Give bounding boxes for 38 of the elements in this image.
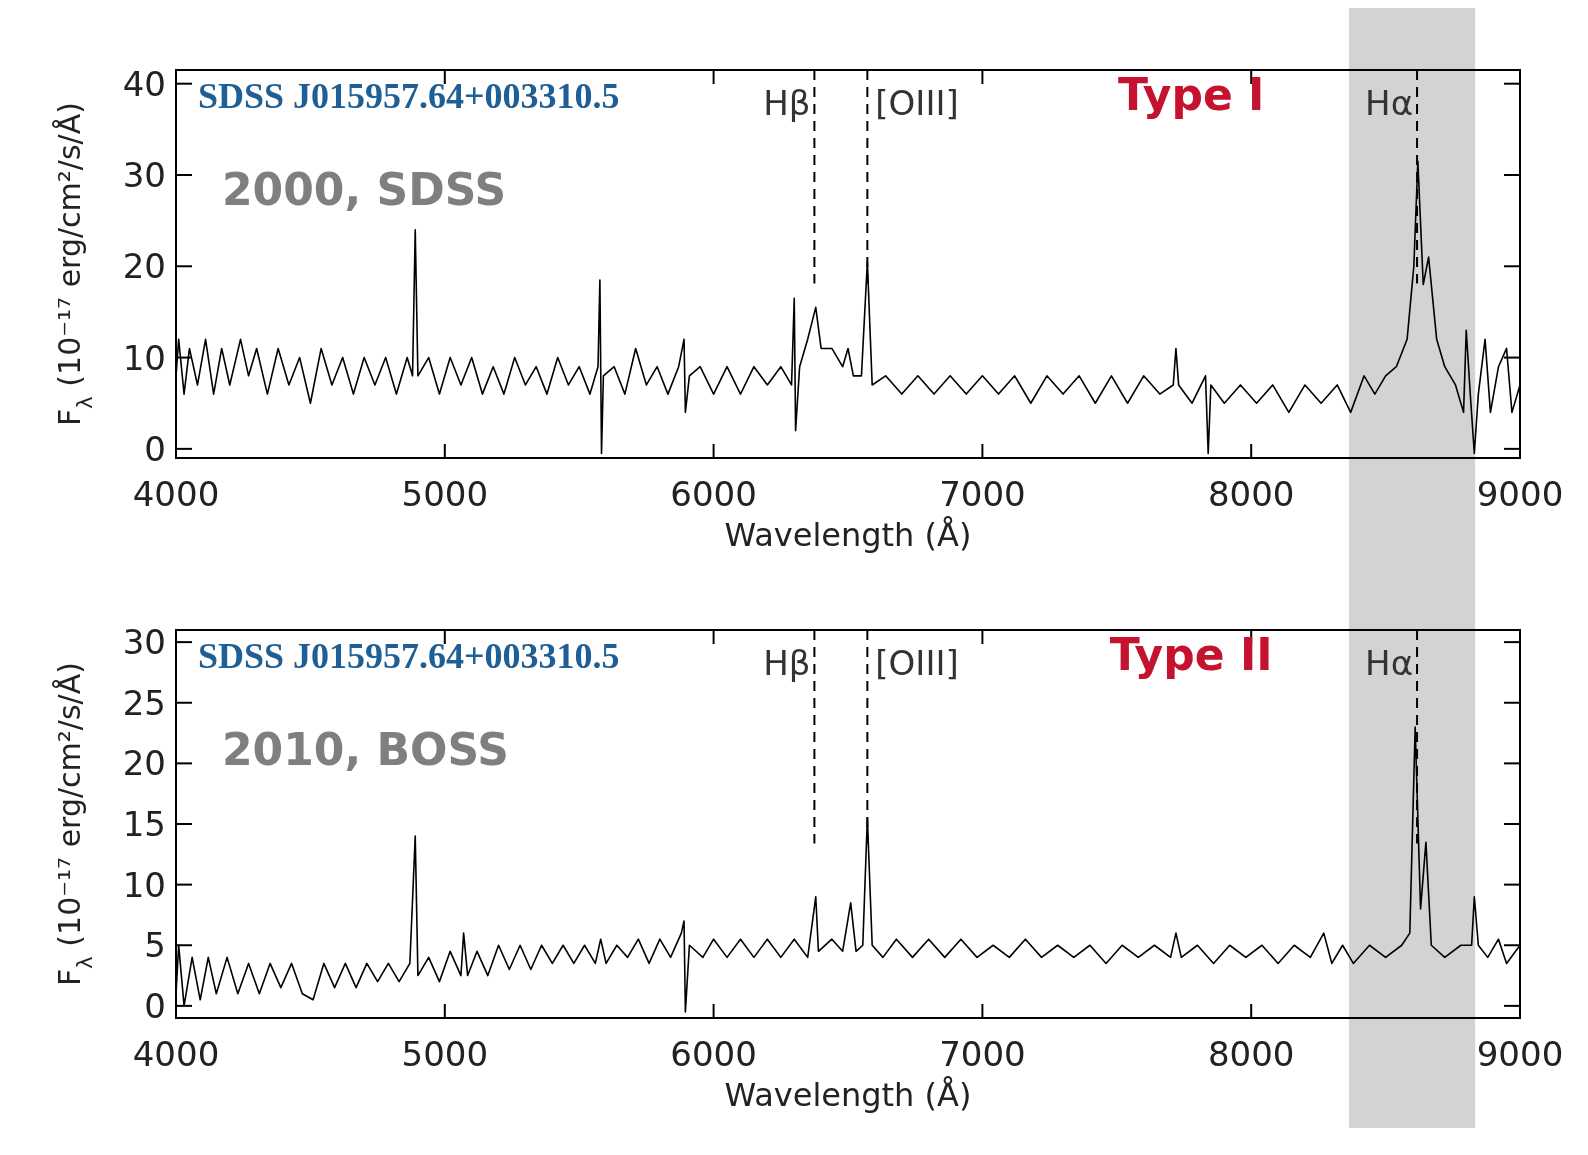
y-tick-label: 0	[144, 985, 166, 1026]
y-tick-label: 20	[122, 246, 166, 287]
x-tick-label: 7000	[939, 474, 1026, 514]
annotation: 2010, BOSS	[222, 724, 509, 775]
annotation: Type II	[1109, 629, 1273, 680]
ref-line-label: Hβ	[763, 643, 811, 683]
ref-line-label: Hα	[1365, 83, 1414, 123]
x-tick-label: 9000	[1476, 1034, 1564, 1074]
x-tick-label: 4000	[132, 1034, 220, 1074]
x-axis-title: Wavelength (Å)	[724, 1076, 972, 1114]
y-tick-label: 25	[122, 682, 166, 723]
annotation: 2000, SDSS	[222, 164, 507, 215]
annotation: Type I	[1117, 69, 1265, 120]
annotation: SDSS J015957.64+003310.5	[198, 76, 620, 116]
ref-line-label: Hα	[1365, 643, 1414, 683]
ref-line-label: Hβ	[763, 83, 811, 123]
annotation: SDSS J015957.64+003310.5	[198, 636, 620, 676]
y-tick-label: 20	[122, 743, 166, 784]
y-tick-label: 30	[122, 154, 166, 195]
x-axis-title: Wavelength (Å)	[724, 516, 972, 554]
ref-line-label: [OIII]	[875, 83, 959, 123]
x-tick-label: 6000	[670, 1034, 757, 1074]
x-tick-label: 6000	[670, 474, 757, 514]
ref-line-label: [OIII]	[875, 643, 959, 683]
y-tick-label: 30	[122, 622, 166, 663]
y-tick-label: 0	[144, 428, 166, 469]
x-tick-label: 9000	[1476, 474, 1564, 514]
y-tick-label: 10	[122, 864, 166, 905]
y-tick-label: 10	[122, 337, 166, 378]
x-tick-label: 8000	[1207, 474, 1295, 514]
x-tick-label: 4000	[132, 474, 220, 514]
x-tick-label: 7000	[939, 1034, 1026, 1074]
y-tick-label: 5	[144, 925, 166, 966]
x-tick-label: 5000	[401, 474, 489, 514]
y-tick-label: 40	[122, 63, 166, 104]
x-tick-label: 8000	[1207, 1034, 1295, 1074]
y-tick-label: 15	[122, 804, 166, 844]
x-tick-label: 5000	[401, 1034, 489, 1074]
